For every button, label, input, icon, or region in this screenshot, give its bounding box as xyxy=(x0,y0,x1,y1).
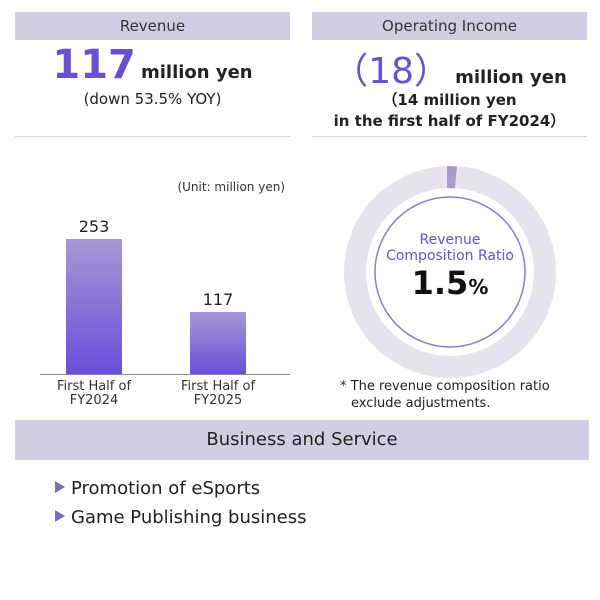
donut-label: Revenue Composition Ratio xyxy=(365,232,535,264)
donut-label-line2: Composition Ratio xyxy=(386,248,514,264)
business-item-label: Game Publishing business xyxy=(71,507,307,528)
business-header: Business and Service xyxy=(15,420,589,460)
business-item-label: Promotion of eSports xyxy=(71,478,261,499)
bar-1 xyxy=(66,239,122,374)
list-item: Game Publishing business xyxy=(55,503,306,532)
bar-value-label: 253 xyxy=(78,217,110,236)
revenue-header: Revenue xyxy=(15,12,290,40)
footnote-line2: exclude adjustments. xyxy=(351,396,491,411)
list-item: Promotion of eSports xyxy=(55,474,306,503)
operating-income-divider xyxy=(312,136,587,137)
operating-income-comparison: （14 million yen in the first half of FY2… xyxy=(312,90,587,132)
operating-income-comparison-line1: （14 million yen xyxy=(382,91,517,109)
revenue-value: 117 xyxy=(52,42,136,88)
triangle-bullet-icon xyxy=(55,481,65,493)
revenue-unit: million yen xyxy=(140,62,253,83)
donut-value-number: 1.5 xyxy=(411,264,469,302)
operating-income-header: Operating Income xyxy=(312,12,587,40)
chart-unit-note: (Unit: million yen) xyxy=(177,180,285,194)
operating-income-value: （18） xyxy=(332,51,451,92)
triangle-bullet-icon xyxy=(55,510,65,522)
revenue-figure: 117 million yen xyxy=(15,42,290,88)
operating-income-figure: （18） million yen xyxy=(312,42,587,94)
bar-2 xyxy=(190,311,246,374)
revenue-composition-donut xyxy=(344,166,556,378)
operating-income-comparison-line2: in the first half of FY2024） xyxy=(333,112,566,130)
donut-value: 1.5% xyxy=(365,264,535,302)
chart-baseline xyxy=(40,374,290,375)
revenue-divider xyxy=(15,136,290,137)
donut-label-line1: Revenue xyxy=(419,232,481,248)
composition-footnote: * The revenue composition ratio exclude … xyxy=(340,378,580,412)
donut-value-unit: % xyxy=(468,275,489,299)
footnote-line1: * The revenue composition ratio xyxy=(340,379,550,394)
bar-category-label: First Half of FY2024 xyxy=(56,379,132,408)
donut-inner-circle xyxy=(374,196,526,348)
revenue-change: (down 53.5% YOY) xyxy=(83,90,222,108)
operating-income-unit: million yen xyxy=(455,67,567,88)
bar-category-label: First Half of FY2025 xyxy=(180,379,256,408)
business-list: Promotion of eSports Game Publishing bus… xyxy=(55,474,306,532)
bar-value-label: 117 xyxy=(202,289,234,309)
